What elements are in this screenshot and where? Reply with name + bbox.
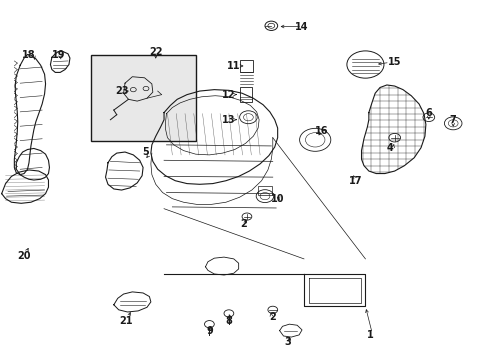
Bar <box>258 186 271 195</box>
Text: 18: 18 <box>22 50 36 60</box>
Text: 15: 15 <box>387 57 401 67</box>
Text: 10: 10 <box>270 194 284 204</box>
Text: 20: 20 <box>17 251 31 261</box>
Text: 2: 2 <box>269 312 276 322</box>
Text: 14: 14 <box>295 22 308 32</box>
Bar <box>239 60 253 72</box>
Text: 16: 16 <box>314 126 327 135</box>
Bar <box>91 55 195 141</box>
Bar <box>239 87 251 102</box>
Text: 22: 22 <box>149 46 162 57</box>
Text: 23: 23 <box>115 86 128 96</box>
Text: 4: 4 <box>386 143 392 153</box>
Text: 21: 21 <box>120 316 133 325</box>
Text: 7: 7 <box>449 115 456 125</box>
Text: 3: 3 <box>284 337 290 347</box>
Text: 5: 5 <box>142 147 149 157</box>
Text: 6: 6 <box>425 108 431 118</box>
Text: 9: 9 <box>205 326 212 336</box>
Text: 8: 8 <box>225 316 232 325</box>
Text: 2: 2 <box>240 219 246 229</box>
Text: 17: 17 <box>348 176 362 186</box>
Text: 11: 11 <box>226 61 240 71</box>
Text: 12: 12 <box>222 90 235 100</box>
Text: 19: 19 <box>51 50 65 60</box>
Text: 13: 13 <box>222 115 235 125</box>
Text: 1: 1 <box>366 330 373 340</box>
